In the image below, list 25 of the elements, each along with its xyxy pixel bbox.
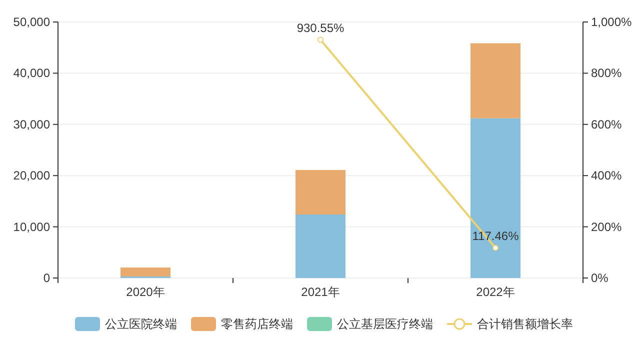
bar	[296, 214, 346, 278]
legend-label: 公立医院终端	[105, 317, 177, 331]
bar	[296, 170, 346, 215]
bar	[470, 43, 520, 118]
y-tick-label: 0	[43, 271, 50, 285]
y-tick-label: 20,000	[13, 168, 50, 183]
y2-tick-label: 200%	[591, 220, 622, 234]
y-tick-label: 40,000	[13, 66, 50, 80]
y-tick-label: 30,000	[13, 117, 50, 132]
y-tick-label: 50,000	[13, 15, 50, 29]
bar	[120, 268, 170, 276]
y2-tick-label: 600%	[591, 117, 622, 132]
x-tick-label: 2020年	[126, 285, 165, 299]
legend-label: 合计销售额增长率	[477, 317, 573, 331]
y-tick-label: 10,000	[13, 220, 50, 234]
y2-tick-label: 800%	[591, 66, 622, 80]
data-label: 930.55%	[296, 20, 345, 35]
x-tick-label: 2022年	[476, 285, 515, 299]
y2-tick-label: 1,000%	[591, 15, 632, 29]
y2-tick-label: 0%	[591, 271, 609, 285]
y2-tick-label: 400%	[591, 168, 622, 183]
legend-label: 零售药店终端	[221, 317, 293, 331]
x-tick-label: 2021年	[301, 285, 340, 299]
bar	[470, 118, 520, 278]
legend-label: 公立基层医疗终端	[337, 317, 433, 331]
